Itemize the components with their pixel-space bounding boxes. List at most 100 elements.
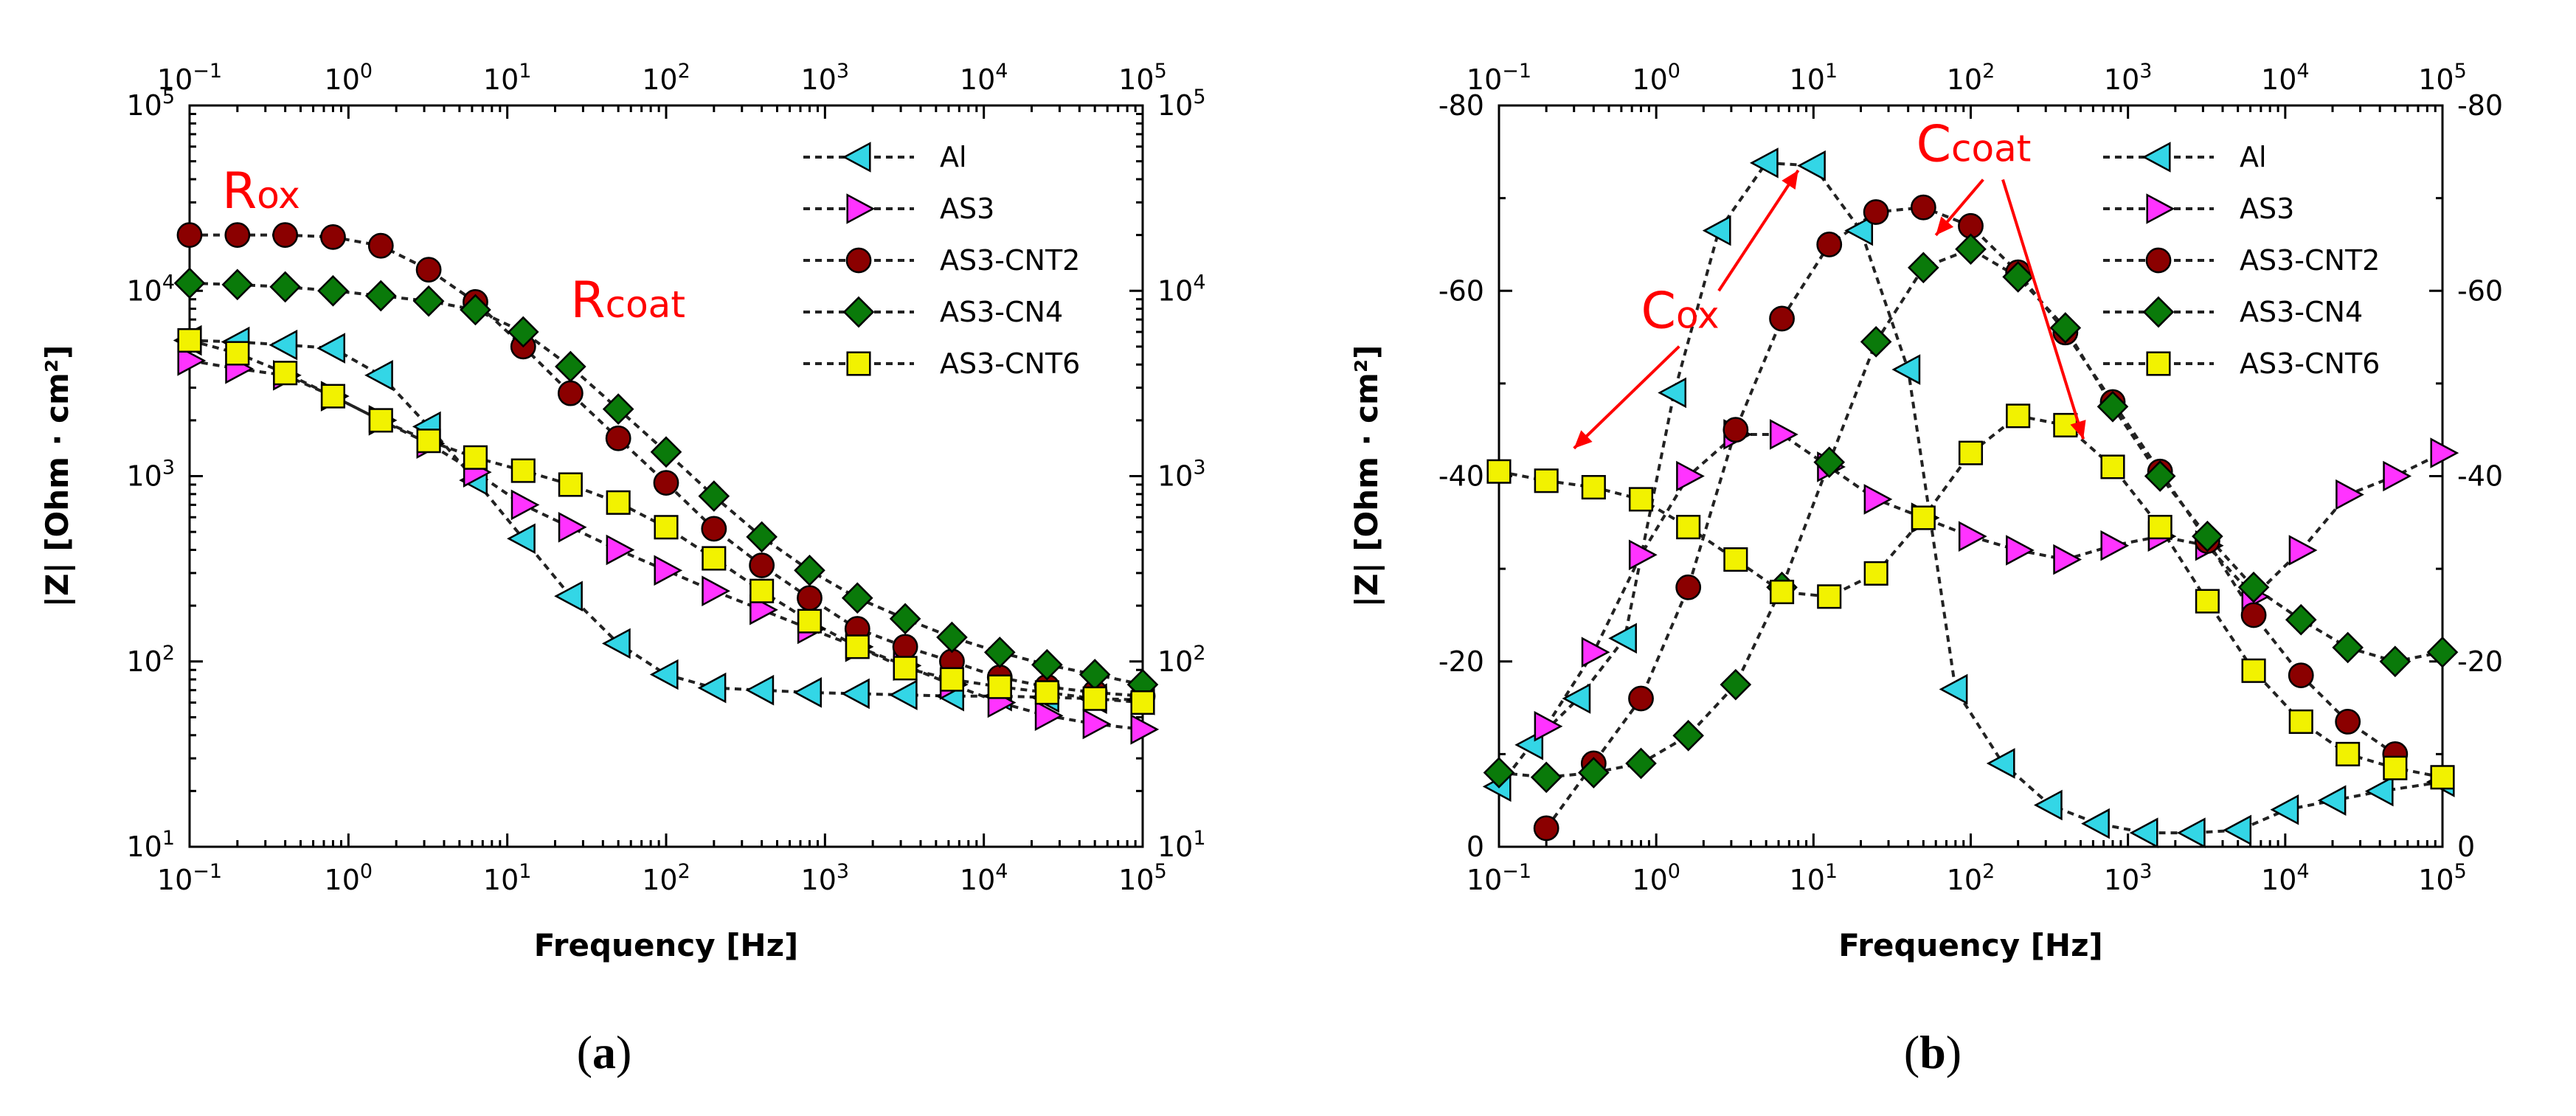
data-point (177, 327, 202, 353)
data-point (654, 555, 683, 586)
x-tick-label: 10−1 (1467, 860, 1531, 896)
data-point (2147, 515, 2172, 540)
data-point (269, 271, 301, 303)
x-axis-label: Frequency [Hz] (1838, 927, 2102, 963)
data-point (698, 480, 730, 512)
annotation-label: Cox (1641, 283, 1720, 341)
y-tick-label-right: 104 (1157, 271, 1206, 307)
data-point (2285, 603, 2317, 636)
legend-label: AS3-CNT6 (940, 347, 1080, 380)
data-point (2383, 460, 2412, 492)
data-point (2426, 636, 2459, 668)
data-point (1770, 579, 1795, 605)
data-point (1031, 648, 1063, 681)
legend-label: AS3-CNT2 (2240, 244, 2380, 277)
data-point (846, 193, 876, 224)
data-point (1676, 515, 1701, 540)
data-point (1863, 199, 1889, 225)
data-point (2364, 775, 2394, 807)
legend-label: Al (940, 141, 967, 173)
data-point (1628, 539, 1658, 571)
data-point (317, 274, 349, 307)
data-point (368, 408, 393, 433)
data-point (558, 472, 583, 497)
data-point (1130, 714, 1160, 745)
data-point (1702, 215, 1731, 246)
data-point (649, 659, 679, 690)
data-point (1863, 484, 1893, 515)
data-point (2144, 460, 2176, 492)
y-tick-label-right: -80 (2457, 89, 2503, 122)
data-point (2335, 709, 2361, 735)
annotation-arrow (1717, 169, 1800, 292)
x-tick-label-top: 100 (1632, 60, 1680, 96)
x-tick-label: 103 (801, 860, 850, 896)
data-point (794, 554, 825, 586)
data-point (939, 667, 965, 692)
data-point (2002, 261, 2034, 293)
legend-label: AS3-CN4 (940, 296, 1063, 328)
x-tick-label-top: 105 (2418, 60, 2467, 96)
panel-caption: (a) (577, 1026, 632, 1078)
y-tick-label-right: -40 (2457, 460, 2503, 493)
data-point (176, 222, 203, 249)
data-point (1986, 748, 2015, 779)
data-point (510, 489, 540, 521)
x-tick-label-top: 10−1 (1467, 60, 1531, 96)
data-point (1723, 547, 1748, 572)
data-point (1813, 446, 1846, 478)
data-point (1769, 305, 1795, 332)
data-point (1749, 148, 1779, 179)
data-point (1891, 354, 1921, 385)
marker-layer (173, 222, 1160, 745)
data-point (602, 393, 634, 425)
data-point (2336, 479, 2364, 510)
data-point (507, 316, 539, 348)
data-point (1958, 521, 1987, 552)
data-point (558, 511, 587, 543)
data-point (554, 580, 583, 612)
x-tick-label-top: 103 (2104, 60, 2153, 96)
data-point (2237, 571, 2270, 603)
data-point (2379, 645, 2411, 678)
y-tick-label: -80 (1438, 89, 1484, 122)
y-tick-label: 101 (126, 827, 175, 863)
x-tick-label: 102 (1947, 860, 1995, 896)
data-point (846, 351, 871, 376)
legend-label: Al (2240, 141, 2267, 173)
data-point (2100, 530, 2130, 561)
data-point (2081, 808, 2110, 839)
data-point (269, 329, 298, 361)
panel-a: 10−1 10−1 100 100 101 101 102 102 103 103 104 104 10… (39, 60, 1206, 1078)
data-point (797, 609, 823, 634)
data-point (1581, 637, 1610, 668)
data-point (1562, 683, 1591, 714)
x-tick-label: 104 (2261, 860, 2310, 896)
y-tick-label: 105 (126, 86, 175, 122)
data-point (1533, 815, 1559, 842)
data-point (2100, 454, 2125, 479)
x-tick-label: 104 (960, 860, 1008, 896)
annotation-arrow (1573, 345, 1680, 450)
y-tick-label-right: 101 (1157, 827, 1206, 863)
data-point (2195, 589, 2220, 614)
x-tick-label-top: 101 (1790, 60, 1838, 96)
x-tick-label: 105 (1118, 860, 1167, 896)
y-tick-label-right: 0 (2457, 831, 2475, 863)
annotation-arrowhead (2070, 420, 2086, 440)
data-point (272, 222, 299, 249)
data-point (1676, 460, 1705, 492)
data-point (601, 628, 631, 659)
data-point (364, 280, 397, 312)
data-point (1908, 252, 1939, 284)
data-point (2129, 817, 2158, 848)
data-point (1658, 377, 1687, 409)
x-tick-label-top: 102 (642, 60, 690, 96)
data-point (845, 634, 870, 659)
data-point (1130, 690, 1155, 715)
data-point (2146, 193, 2175, 224)
data-point (1486, 459, 1512, 484)
data-point (841, 582, 873, 614)
data-point (606, 490, 631, 515)
data-point (797, 585, 823, 611)
